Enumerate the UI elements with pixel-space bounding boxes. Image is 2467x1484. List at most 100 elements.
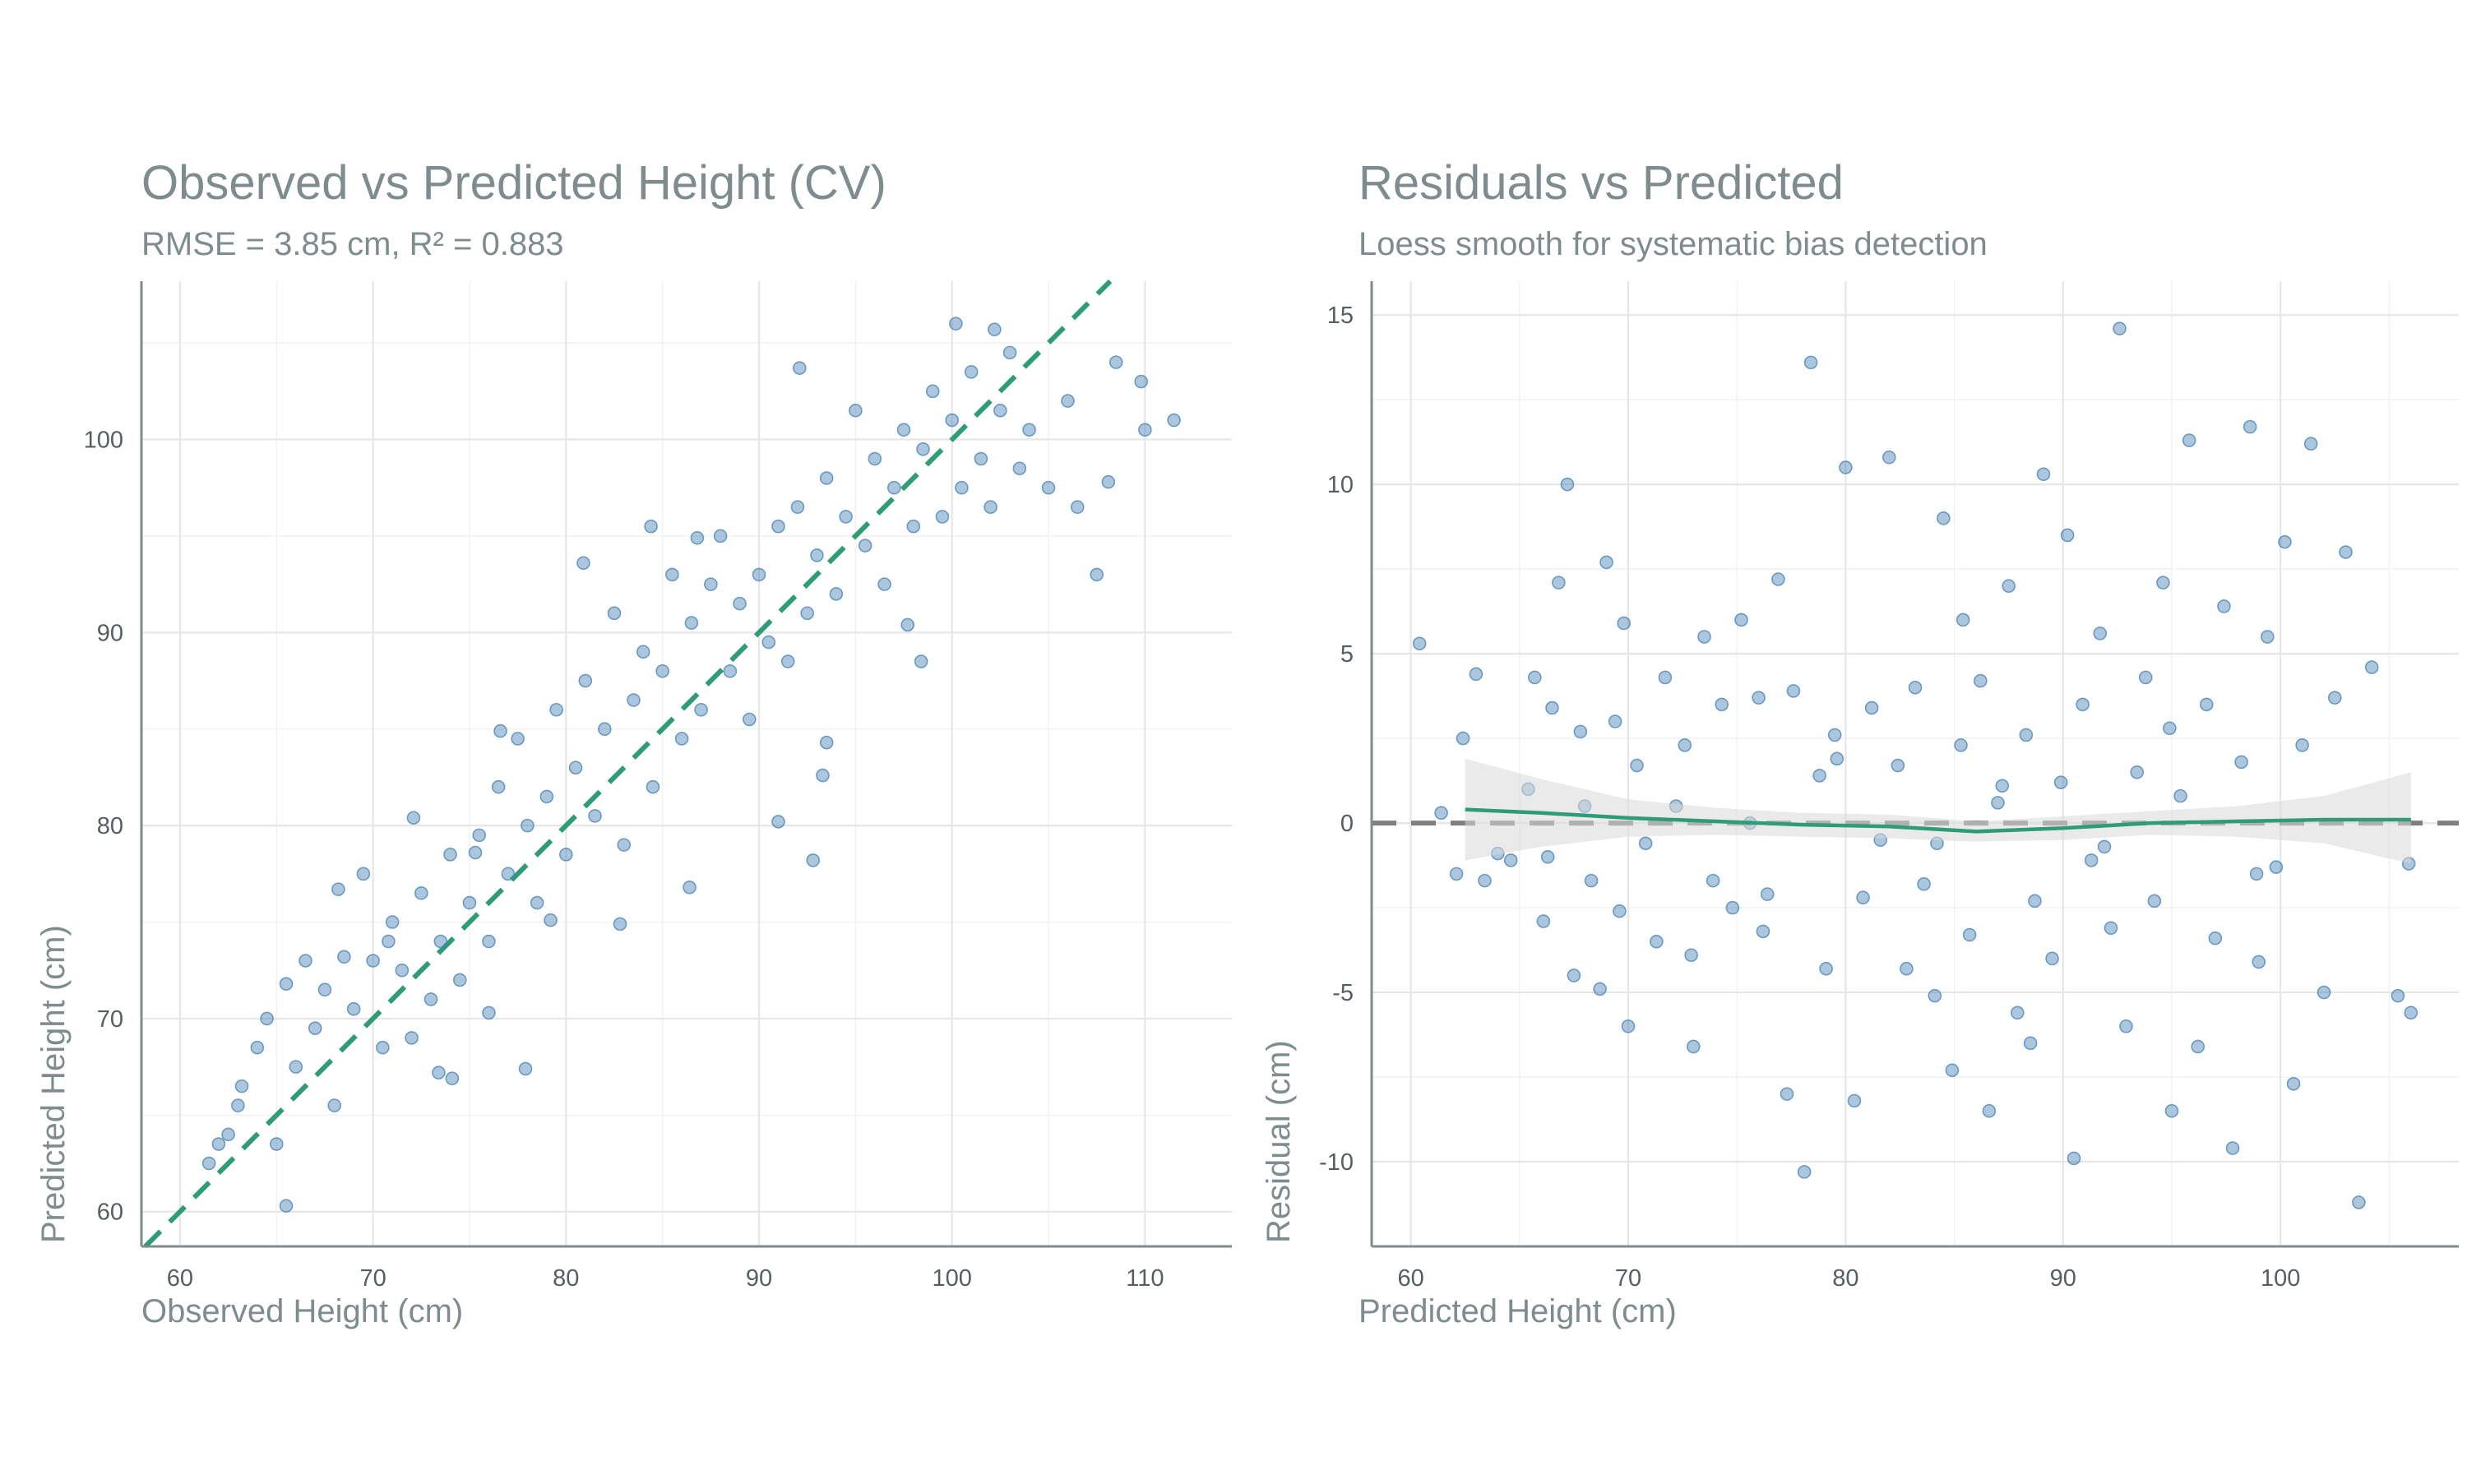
data-point: [916, 442, 930, 456]
data-point: [964, 365, 979, 379]
data-point: [1706, 873, 1720, 888]
data-point: [1812, 769, 1826, 783]
data-point: [356, 867, 371, 881]
data-point: [2076, 697, 2090, 712]
data-point: [644, 519, 658, 534]
data-point: [984, 500, 997, 515]
data-point: [568, 760, 583, 774]
data-point: [945, 413, 959, 428]
y-tick-label: -10: [1319, 1149, 1354, 1176]
data-point: [2163, 721, 2177, 736]
x-tick-label: 110: [1126, 1265, 1164, 1292]
data-point: [2164, 1103, 2179, 1118]
data-point: [1891, 758, 1905, 773]
data-point: [655, 663, 669, 678]
data-point: [2067, 1151, 2081, 1166]
data-point: [346, 1001, 361, 1016]
data-point: [2010, 1006, 2025, 1020]
data-point: [1022, 423, 1036, 437]
data-point: [2036, 467, 2051, 482]
data-point: [2339, 545, 2353, 559]
data-point: [2045, 951, 2059, 966]
data-point: [1827, 728, 1842, 742]
data-point: [704, 577, 718, 591]
data-point: [405, 1031, 419, 1045]
panel2-y-axis-title: Residual (cm): [1261, 1040, 1297, 1243]
data-point: [1954, 738, 1968, 752]
data-point: [337, 950, 351, 964]
data-point: [2113, 321, 2127, 335]
panel2-loess-line: [1465, 807, 2411, 834]
data-point: [886, 480, 901, 495]
y-tick-label: 90: [97, 620, 123, 646]
data-point: [2303, 437, 2318, 451]
data-point: [1593, 982, 1607, 996]
data-point: [1956, 613, 1970, 627]
data-point: [877, 577, 891, 591]
panel2-loess-band: [1465, 758, 2411, 864]
panel1-grid: [141, 281, 1232, 1246]
y-tick-label: 70: [97, 1006, 123, 1033]
panel1-y-ticks: 60 70 80 90 100: [84, 428, 123, 1226]
data-point: [269, 1137, 284, 1151]
panel1-title: Observed vs Predicted Height (CV): [141, 156, 886, 210]
data-point: [2093, 626, 2108, 640]
data-point: [385, 915, 400, 929]
data-point: [452, 973, 467, 987]
data-point: [1908, 681, 1923, 695]
data-point: [530, 895, 544, 910]
data-point: [1995, 779, 2010, 793]
data-point: [234, 1079, 249, 1093]
y-tick-label: 5: [1340, 641, 1354, 668]
data-point: [250, 1040, 265, 1055]
data-point: [993, 404, 1007, 418]
data-point: [1101, 474, 1116, 489]
data-point: [2364, 660, 2379, 674]
data-point: [1070, 500, 1085, 515]
data-point: [2053, 775, 2068, 789]
data-point: [518, 1061, 533, 1076]
data-point: [2191, 1039, 2205, 1054]
data-point: [900, 617, 915, 632]
data-point: [1864, 700, 1879, 715]
data-point: [1041, 480, 1056, 495]
panel1-x-ticks: 60 70 80 90 100 110: [167, 1265, 1164, 1292]
data-point: [733, 596, 747, 611]
data-point: [790, 500, 805, 515]
data-point: [1684, 948, 1698, 963]
data-point: [914, 654, 928, 668]
data-point: [1725, 900, 1740, 915]
data-point: [713, 529, 728, 543]
data-point: [299, 954, 312, 968]
data-point: [482, 934, 496, 949]
loess-smooth-line: [1465, 807, 2411, 834]
data-point: [432, 1066, 446, 1079]
data-point: [839, 510, 853, 524]
data-point: [1138, 423, 1152, 437]
data-point: [2261, 630, 2275, 644]
data-point: [2060, 528, 2075, 543]
loess-confidence-band: [1465, 758, 2411, 864]
data-point: [201, 1156, 216, 1171]
data-point: [2317, 985, 2331, 1000]
data-point: [549, 702, 563, 717]
data-point: [816, 768, 830, 783]
data-point: [2269, 860, 2284, 874]
data-point: [433, 934, 448, 949]
data-point: [974, 451, 988, 466]
data-point: [1536, 914, 1551, 928]
data-point: [2028, 894, 2042, 908]
data-point: [406, 811, 421, 825]
data-point: [684, 616, 699, 630]
x-tick-label: 90: [2050, 1265, 2076, 1292]
data-point: [2404, 1006, 2418, 1020]
data-point: [2199, 697, 2214, 712]
data-point: [1449, 867, 1464, 881]
data-point: [810, 548, 824, 562]
data-point: [2225, 1141, 2240, 1155]
data-point: [2147, 894, 2162, 908]
data-point: [1608, 714, 1622, 728]
data-point: [829, 587, 844, 601]
data-point: [1638, 836, 1653, 851]
data-point: [1830, 751, 1844, 766]
